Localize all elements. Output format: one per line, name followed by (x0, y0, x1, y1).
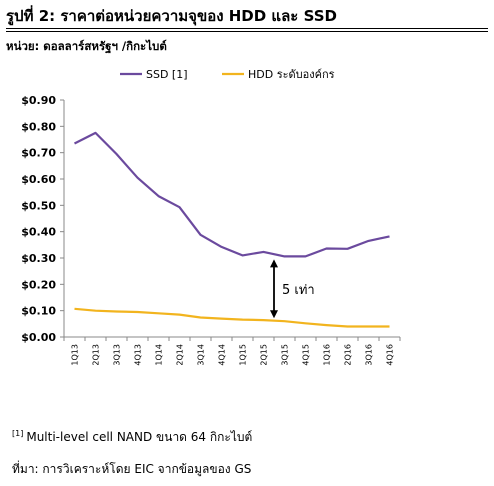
x-tick-label: 3Q15 (281, 344, 290, 366)
source-note: ที่มา: การวิเคราะห์โดย EIC จากข้อมูลของ … (12, 460, 251, 479)
x-tick-label: 2Q15 (260, 344, 269, 366)
y-tick-label: $0.70 (21, 147, 56, 160)
x-tick-label: 3Q13 (113, 344, 122, 366)
x-tick-label: 1Q14 (155, 344, 164, 366)
x-tick-label: 1Q15 (239, 344, 248, 366)
footnote-marker: [1] (12, 429, 23, 438)
x-tick-label: 1Q13 (71, 344, 80, 366)
y-tick-label: $0.40 (21, 226, 56, 239)
y-tick-label: $0.60 (21, 173, 56, 186)
annotation-arrowhead-down (270, 310, 278, 318)
x-tick-label: 2Q14 (176, 344, 185, 366)
y-tick-label: $0.20 (21, 278, 56, 291)
annotation-arrowhead-up (270, 259, 278, 267)
x-tick-label: 4Q16 (386, 344, 395, 366)
series-line-hdd (75, 309, 390, 327)
annotation-label: 5 เท่า (282, 283, 315, 298)
x-tick-label: 2Q13 (92, 344, 101, 366)
x-tick-label: 4Q13 (134, 344, 143, 366)
x-tick-label: 3Q14 (197, 344, 206, 366)
x-tick-label: 4Q15 (302, 344, 311, 366)
x-tick-label: 1Q16 (323, 344, 332, 366)
x-tick-label: 3Q16 (365, 344, 374, 366)
chart: $0.00 $0.10 $0.20 $0.30 $0.40 $0.50 $0.60 $0.70… (0, 0, 494, 420)
x-tick-label: 4Q14 (218, 344, 227, 366)
series-line-ssd (75, 133, 390, 257)
y-tick-label: $0.30 (21, 252, 56, 265)
x-tick-label: 2Q16 (344, 344, 353, 366)
y-tick-label: $0.00 (21, 331, 56, 344)
y-tick-label: $0.10 (21, 305, 56, 318)
y-tick-label: $0.90 (21, 94, 56, 107)
footnote-text: Multi-level cell NAND ขนาด 64 กิกะไบต์ (26, 430, 252, 444)
y-tick-label: $0.50 (21, 199, 56, 212)
footnote: [1] Multi-level cell NAND ขนาด 64 กิกะไบต… (12, 428, 252, 447)
y-tick-label: $0.80 (21, 120, 56, 133)
legend-label: SSD [1] (146, 68, 188, 81)
legend-label: HDD ระดับองค์กร (248, 68, 335, 81)
